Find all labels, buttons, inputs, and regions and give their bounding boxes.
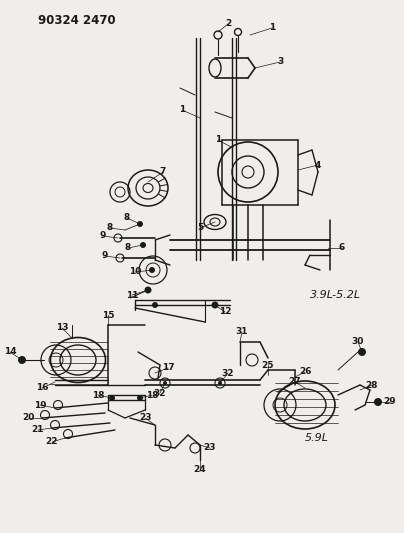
- Text: 24: 24: [194, 465, 206, 474]
- Text: 20: 20: [22, 414, 34, 423]
- Text: 29: 29: [384, 398, 396, 407]
- Text: 1: 1: [269, 23, 275, 33]
- Circle shape: [152, 302, 158, 308]
- Text: 1: 1: [179, 106, 185, 115]
- Circle shape: [149, 267, 155, 273]
- Text: 6: 6: [339, 244, 345, 253]
- Text: 7: 7: [160, 167, 166, 176]
- Circle shape: [218, 381, 222, 385]
- Text: 9: 9: [100, 231, 106, 240]
- Text: 25: 25: [262, 360, 274, 369]
- Text: 22: 22: [46, 438, 58, 447]
- Text: 15: 15: [102, 311, 114, 319]
- Text: 11: 11: [126, 290, 138, 300]
- Text: 18: 18: [92, 391, 104, 400]
- Text: 16: 16: [36, 384, 48, 392]
- Text: 10: 10: [129, 268, 141, 277]
- Text: 8: 8: [125, 244, 131, 253]
- Text: 18: 18: [146, 391, 158, 400]
- Text: 21: 21: [32, 425, 44, 434]
- Circle shape: [212, 302, 219, 309]
- Text: 12: 12: [219, 308, 231, 317]
- Circle shape: [109, 395, 115, 401]
- Circle shape: [145, 287, 152, 294]
- Text: 14: 14: [4, 348, 16, 357]
- Text: 13: 13: [56, 324, 68, 333]
- Text: 5.9L: 5.9L: [305, 433, 329, 443]
- Text: 23: 23: [139, 414, 151, 423]
- Text: 31: 31: [236, 327, 248, 336]
- Text: 1: 1: [215, 135, 221, 144]
- Text: 23: 23: [204, 443, 216, 453]
- Circle shape: [374, 398, 382, 406]
- Text: 5: 5: [197, 223, 203, 232]
- Circle shape: [137, 395, 143, 401]
- Text: 4: 4: [315, 160, 321, 169]
- Text: 8: 8: [124, 214, 130, 222]
- Circle shape: [358, 348, 366, 356]
- Text: 26: 26: [299, 367, 311, 376]
- Text: 90324 2470: 90324 2470: [38, 14, 116, 27]
- Text: 3: 3: [277, 58, 283, 67]
- Circle shape: [137, 221, 143, 227]
- Text: 30: 30: [352, 337, 364, 346]
- Text: 8: 8: [107, 223, 113, 232]
- Text: 17: 17: [162, 364, 174, 373]
- Text: 28: 28: [366, 381, 378, 390]
- Text: 3.9L-5.2L: 3.9L-5.2L: [310, 290, 361, 300]
- Text: 32: 32: [222, 368, 234, 377]
- Text: 32: 32: [154, 389, 166, 398]
- Circle shape: [18, 356, 26, 364]
- Circle shape: [163, 381, 167, 385]
- Text: 2: 2: [225, 20, 231, 28]
- Text: 9: 9: [102, 252, 108, 261]
- Text: 19: 19: [34, 400, 46, 409]
- Circle shape: [140, 242, 146, 248]
- Text: 27: 27: [289, 377, 301, 386]
